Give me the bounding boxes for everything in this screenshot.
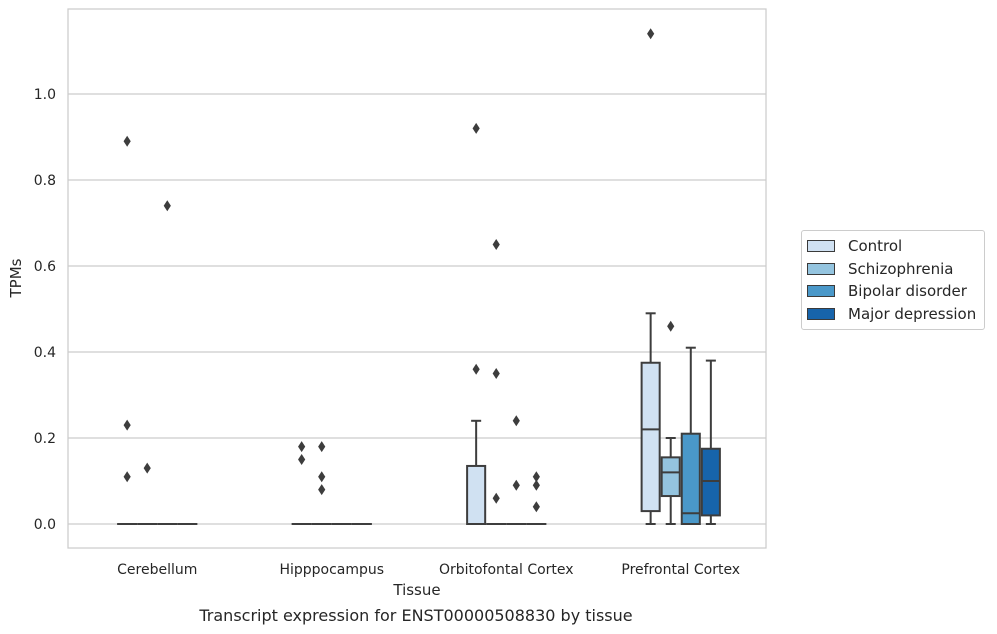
boxes (117, 28, 721, 526)
legend-swatch (807, 285, 835, 298)
outlier-point (472, 363, 480, 375)
y-tick-label: 0.6 (34, 259, 56, 275)
y-tick-label: 0.2 (34, 431, 56, 447)
box-group (311, 441, 332, 525)
outlier-point (163, 200, 171, 212)
y-tick-label: 0.4 (34, 345, 56, 361)
legend-swatch (807, 307, 835, 320)
x-axis-label: Tissue (392, 581, 440, 599)
box-group (117, 135, 138, 525)
legend-swatch (807, 240, 835, 253)
legend-label: Bipolar disorder (848, 282, 967, 301)
y-axis-label: TPMs (7, 258, 25, 298)
box (466, 464, 487, 526)
box (660, 456, 681, 498)
legend-label: Control (848, 237, 903, 256)
y-tick-label: 1.0 (34, 87, 56, 103)
box-group (486, 239, 507, 525)
outlier-point (647, 28, 655, 40)
legend: Control Schizophrenia Bipolar disorder Majo… (801, 230, 985, 330)
legend-item: Control (802, 235, 984, 258)
outlier-point (123, 135, 131, 147)
outlier-point (298, 454, 306, 465)
box-group (291, 441, 312, 525)
outlier-point (492, 239, 500, 250)
box-group (680, 346, 701, 526)
outlier-point (123, 471, 131, 483)
x-tick-label: Prefrontal Cortex (621, 562, 740, 578)
legend-label: Schizophrenia (848, 259, 954, 278)
y-tick-label: 0.8 (34, 173, 56, 189)
box (700, 447, 721, 517)
legend-label: Major depression (848, 304, 977, 323)
x-tick-label: Hipppocampus (279, 562, 384, 578)
outlier-point (532, 471, 540, 483)
box-group (660, 320, 681, 525)
box-group (526, 471, 547, 525)
box (640, 361, 661, 513)
box-group (466, 122, 487, 526)
outlier-point (532, 479, 540, 491)
outlier-point (667, 320, 675, 332)
outlier-point (298, 441, 306, 453)
y-tick-labels: 0.0 0.2 0.4 0.6 0.8 1.0 (34, 87, 56, 533)
y-tick-label: 0.0 (34, 517, 56, 533)
outlier-point (532, 501, 540, 513)
box-group (700, 359, 721, 525)
outlier-point (472, 122, 480, 134)
outlier-point (512, 479, 520, 491)
outlier-point (492, 492, 500, 504)
outlier-point (143, 462, 151, 474)
outlier-point (318, 441, 326, 453)
x-tick-labels: Cerebellum Hipppocampus Orbitofontal Corte… (117, 562, 740, 578)
outlier-point (492, 368, 500, 379)
plot-frame (67, 8, 767, 549)
box-group (506, 415, 527, 525)
outlier-point (318, 484, 326, 496)
legend-item: Bipolar disorder (802, 280, 984, 303)
legend-item: Major depression (802, 303, 984, 326)
x-tick-label: Orbitofontal Cortex (439, 562, 574, 578)
box-group (137, 462, 158, 525)
chart-caption: Transcript expression for ENST0000050883… (199, 606, 633, 625)
box-group (157, 200, 178, 525)
outlier-point (318, 471, 326, 483)
outlier-point (512, 415, 520, 427)
legend-item: Schizophrenia (802, 258, 984, 281)
box (680, 432, 701, 526)
box-group (640, 28, 661, 525)
outlier-point (123, 419, 131, 431)
legend-swatch (807, 262, 835, 275)
x-tick-label: Cerebellum (117, 562, 197, 578)
